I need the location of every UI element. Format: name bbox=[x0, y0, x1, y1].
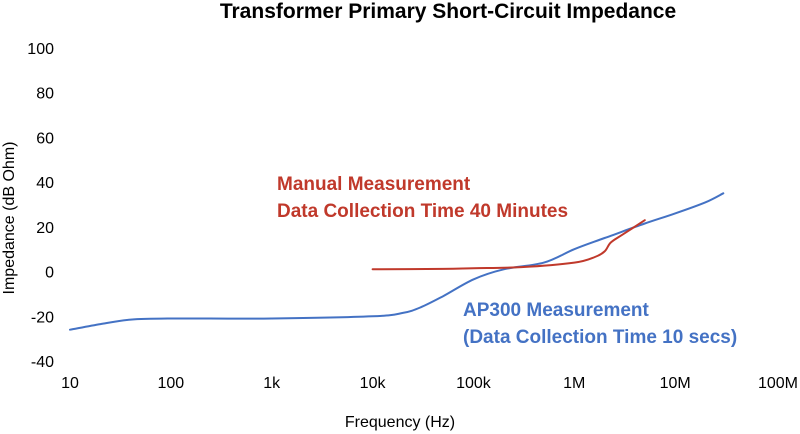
y-tick-label: 100 bbox=[27, 41, 54, 58]
y-tick-label: 0 bbox=[45, 265, 54, 282]
x-axis-ticks: 10 100 1k 10k 100k 1M 10M 100M bbox=[61, 375, 798, 392]
y-tick-label: -40 bbox=[31, 354, 54, 371]
y-axis-label: Impedance (dB Ohm) bbox=[1, 142, 18, 295]
x-tick-label: 1M bbox=[563, 375, 585, 392]
y-axis-ticks: -40 -20 0 20 40 60 80 100 bbox=[27, 41, 54, 371]
chart-title: Transformer Primary Short-Circuit Impeda… bbox=[220, 0, 676, 23]
x-tick-label: 100k bbox=[456, 375, 492, 392]
annotations: Manual Measurement Data Collection Time 4… bbox=[277, 174, 737, 348]
y-tick-label: 40 bbox=[36, 175, 54, 192]
y-tick-label: 20 bbox=[36, 220, 54, 237]
ap300-measurement-annotation: AP300 Measurement bbox=[463, 300, 650, 321]
manual-measurement-line bbox=[371, 219, 646, 271]
x-tick-label: 10M bbox=[660, 375, 691, 392]
x-tick-label: 100 bbox=[158, 375, 185, 392]
x-tick-label: 10k bbox=[360, 375, 387, 392]
y-tick-label: 60 bbox=[36, 130, 54, 147]
x-tick-label: 1k bbox=[263, 375, 281, 392]
x-tick-label: 100M bbox=[758, 375, 798, 392]
x-tick-label: 10 bbox=[61, 375, 79, 392]
plot-area bbox=[69, 192, 725, 331]
manual-measurement-annotation: Data Collection Time 40 Minutes bbox=[277, 201, 568, 222]
y-tick-label: -20 bbox=[31, 309, 54, 326]
manual-measurement-annotation: Manual Measurement bbox=[277, 174, 471, 195]
y-tick-label: 80 bbox=[36, 86, 54, 103]
ap300-measurement-annotation: (Data Collection Time 10 secs) bbox=[463, 327, 737, 348]
ap300-measurement-line bbox=[69, 192, 725, 331]
x-axis-label: Frequency (Hz) bbox=[345, 414, 455, 431]
